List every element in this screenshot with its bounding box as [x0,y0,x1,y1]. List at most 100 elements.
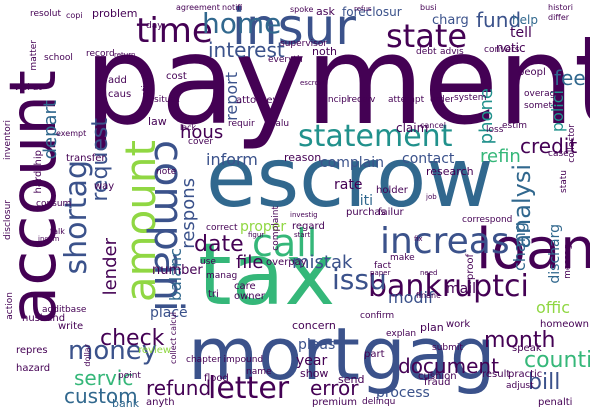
word: cost [166,71,187,82]
word: bankruptci [368,269,529,304]
word: convers [484,45,520,55]
word: system [454,93,487,103]
word: use [200,257,216,267]
word: dollar [83,344,92,367]
word: action [5,292,15,320]
word: requir [228,119,255,129]
word: make [390,253,415,263]
word: fix [414,235,423,243]
word: record [86,49,115,59]
word: refus [354,5,372,13]
word: discharg [547,224,563,284]
word: servic [74,366,134,390]
word: contact [402,151,455,167]
word: messag [563,244,573,279]
word: counti [524,348,590,373]
word: compani [145,140,191,312]
word: care [234,281,256,292]
word: practic [508,369,543,380]
word: manag [206,271,238,281]
word: spoke [290,5,314,14]
word: result [482,369,511,380]
word: husband [22,313,66,324]
word: statu [559,170,569,193]
word: bank [112,397,140,410]
word: offic [536,298,571,317]
word: check [100,326,165,351]
word: credit [520,134,578,158]
word: adjust [506,381,534,391]
word: month [484,328,556,353]
word: purchas [346,207,386,218]
word: modif [388,288,434,307]
word: chang [510,222,529,272]
word: date [194,232,244,257]
word: ask [316,5,335,18]
word: noth [312,45,337,58]
word: increas [380,221,510,262]
word: incom [38,235,60,243]
word: delinqu [362,397,396,407]
word: someth [524,101,558,111]
word: situat [154,95,180,105]
word: tell [510,25,532,41]
word: error [310,376,359,400]
word: exempt [56,129,87,138]
word: fund [476,8,522,32]
word: collector [567,124,577,163]
word: repres [16,345,48,356]
word: additbase [42,305,87,315]
word: consum [36,199,72,209]
word: payment [84,10,590,152]
word: escrow [206,131,494,226]
word: talk [50,227,65,236]
word: statement [298,119,453,154]
word: transfer [66,153,106,164]
word: reason [284,151,322,164]
word: call [252,221,318,265]
word: resolut [30,9,61,19]
word: year [296,353,328,369]
word: inventori [3,120,13,161]
word: number [152,263,203,278]
word: pleas [298,337,336,353]
word: attorney [236,95,279,106]
word: flood [204,373,229,384]
word: attempt [388,95,425,105]
word: holder [376,185,408,196]
word: valu [270,119,290,129]
word: case [548,149,569,159]
word: option [141,74,151,103]
word: complain [320,155,385,171]
word: notic [496,41,526,55]
word: money [68,336,158,366]
word: mistak [292,252,353,273]
word: collect calcul [169,312,178,364]
word: fact [374,261,392,271]
word: overag [524,89,556,99]
word: need [420,269,438,277]
word: place [150,305,188,321]
word: process [376,385,430,401]
word: fraud [424,377,451,388]
word: law [148,115,167,128]
word: correspond [462,215,513,225]
word: financ [416,291,441,300]
word: loan [476,217,590,282]
word: homeown [540,319,589,330]
word: paper [370,269,391,277]
word: correct [206,223,238,233]
word: disclosur [3,200,13,240]
word: penalti [538,397,573,408]
word: custom [64,384,138,408]
word: loss [486,125,504,135]
word: premium [312,397,357,408]
word: school [44,53,73,63]
word: caus [108,89,132,100]
word: start [294,231,311,239]
word: part [364,349,385,360]
word: project [95,70,103,95]
word: mortgag [188,312,496,396]
word: agreement [176,3,220,12]
